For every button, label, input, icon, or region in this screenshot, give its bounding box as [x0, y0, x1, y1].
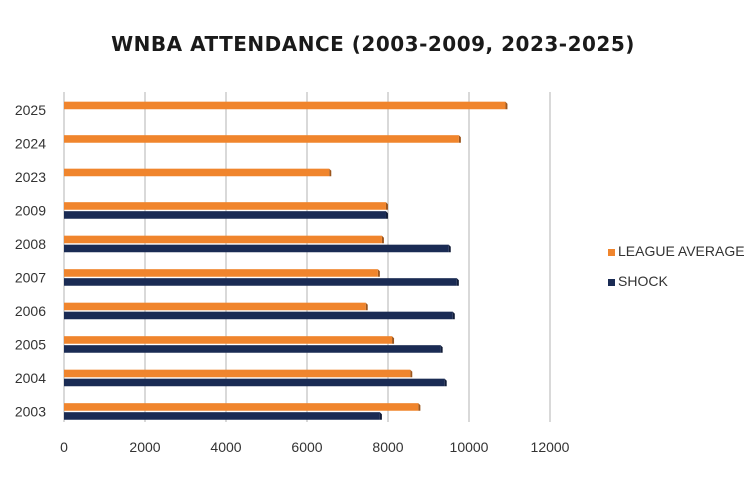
bar-league-average-2024: [64, 135, 461, 143]
y-tick-label: 2009: [15, 203, 46, 219]
bar-shock-2009: [64, 211, 388, 219]
y-tick-label: 2008: [15, 236, 46, 252]
bar-league-average-2007: [64, 269, 380, 277]
bar-shock-2004: [64, 378, 447, 387]
x-tick-label: 0: [60, 439, 68, 455]
y-tick-label: 2005: [15, 337, 46, 353]
bar-league-average-2005: [64, 336, 395, 344]
bar-shock-2008: [64, 244, 451, 253]
x-tick-label: 8000: [372, 439, 403, 455]
y-tick-label: 2007: [15, 270, 46, 286]
y-tick-label: 2006: [15, 303, 46, 319]
legend-swatch: [608, 249, 615, 256]
value-axis-labels: 0 2000 4000 6000 8000 10000 12000: [60, 439, 570, 455]
bar-shock-2003: [64, 412, 382, 420]
year-axis-labels: 2025 2024 2023 2009 2008 2007 2006 2005 2004 2003: [15, 102, 46, 420]
x-tick-label: 10000: [450, 439, 489, 455]
bar-league-average-2006: [64, 302, 368, 311]
x-tick-label: 4000: [210, 439, 241, 455]
legend-label: LEAGUE AVERAGE: [618, 243, 745, 259]
x-tick-label: 2000: [129, 439, 160, 455]
y-tick-label: 2003: [15, 404, 46, 420]
bar-league-average-2023: [64, 168, 332, 177]
bar-shock-2006: [64, 311, 455, 320]
chart-title: WNBA ATTENDANCE (2003-2009, 2023-2025): [111, 32, 635, 56]
bar-shock-2007: [64, 278, 459, 286]
legend-swatch: [608, 279, 615, 286]
bar-league-average-2008: [64, 235, 384, 244]
bar-league-average-2025: [64, 101, 508, 110]
grid-lines: [63, 92, 551, 422]
bar-league-average-2009: [64, 202, 388, 210]
bar-league-average-2003: [64, 403, 421, 411]
y-tick-label: 2004: [15, 370, 46, 386]
y-tick-label: 2023: [15, 169, 46, 185]
legend-label: SHOCK: [618, 273, 668, 289]
bar-marks: [64, 101, 508, 420]
x-tick-label: 12000: [531, 439, 570, 455]
bar-shock-2005: [64, 345, 443, 353]
x-tick-label: 6000: [291, 439, 322, 455]
legend: LEAGUE AVERAGE SHOCK: [608, 243, 745, 289]
y-tick-label: 2025: [15, 102, 46, 118]
bar-league-average-2004: [64, 369, 413, 378]
y-tick-label: 2024: [15, 136, 46, 152]
